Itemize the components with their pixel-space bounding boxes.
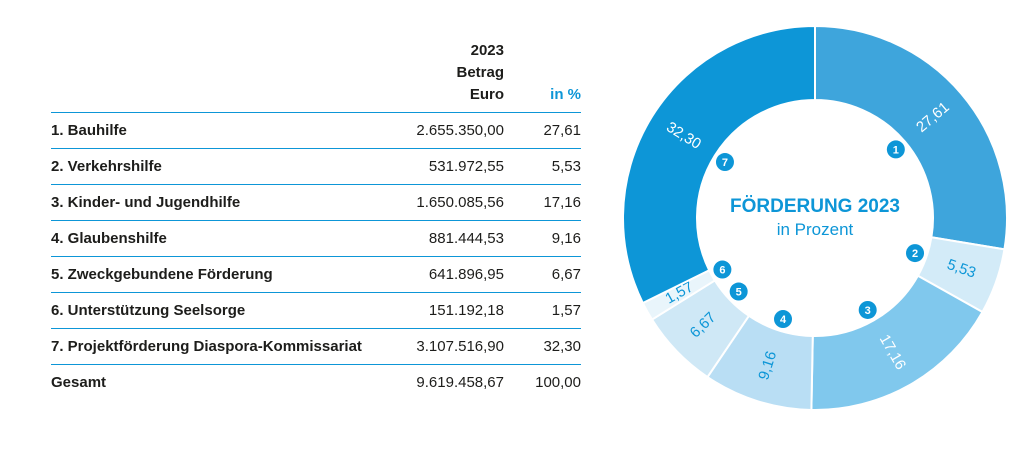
row-pct: 9,16	[504, 220, 581, 257]
slice-marker-number: 2	[912, 248, 918, 260]
slice-marker	[713, 260, 732, 279]
slice-marker	[858, 300, 877, 319]
row-pct: 5,53	[504, 148, 581, 185]
row-amount: 531.972,55	[364, 148, 504, 185]
row-label: 3. Kinder- und Jugendhilfe	[51, 184, 364, 221]
row-pct: 100,00	[504, 364, 581, 400]
row-amount: 3.107.516,90	[364, 328, 504, 365]
header-amount: 2023 Betrag Euro	[364, 40, 504, 113]
table-row: 3. Kinder- und Jugendhilfe 1.650.085,56 17…	[51, 184, 581, 221]
row-label: 2. Verkehrshilfe	[51, 148, 364, 185]
table-body: 1. Bauhilfe 2.655.350,00 27,61 2. Verkehrsh…	[51, 112, 581, 400]
table-row: 7. Projektförderung Diaspora-Kommissaria…	[51, 328, 581, 365]
header-betrag: Betrag	[456, 64, 504, 81]
table-row: 2. Verkehrshilfe 531.972,55 5,53	[51, 148, 581, 185]
slice-marker	[715, 153, 734, 172]
row-amount: 2.655.350,00	[364, 112, 504, 149]
slice-marker-number: 5	[736, 287, 742, 299]
table-total-row: Gesamt 9.619.458,67 100,00	[51, 364, 581, 400]
slice-marker-number: 1	[893, 144, 899, 156]
table-row: 5. Zweckgebundene Förderung 641.896,95 6,6…	[51, 256, 581, 293]
row-pct: 1,57	[504, 292, 581, 329]
header-euro: Euro	[469, 86, 504, 103]
row-pct: 32,30	[504, 328, 581, 365]
funding-table: 2023 Betrag Euro in % 1. Bauhilfe 2.655.3…	[51, 40, 581, 400]
table-row: 6. Unterstützung Seelsorge 151.192,18 1,57	[51, 292, 581, 329]
row-label: 7. Projektförderung Diaspora-Kommissaria…	[51, 328, 364, 365]
row-label: 6. Unterstützung Seelsorge	[51, 292, 364, 329]
slice-marker-number: 7	[722, 157, 728, 169]
row-amount: 1.650.085,56	[364, 184, 504, 221]
table-row: 4. Glaubenshilfe 881.444,53 9,16	[51, 220, 581, 257]
table-header-row: 2023 Betrag Euro in %	[51, 40, 581, 113]
row-label: Gesamt	[51, 364, 364, 400]
row-label: 1. Bauhilfe	[51, 112, 364, 149]
row-amount: 9.619.458,67	[364, 364, 504, 400]
donut-slice	[622, 24, 816, 305]
slice-marker-number: 6	[719, 265, 725, 277]
header-year: 2023	[470, 42, 504, 59]
chart-subtitle: in Prozent	[777, 220, 854, 239]
slice-marker	[906, 244, 925, 263]
row-amount: 151.192,18	[364, 292, 504, 329]
chart-title: FÖRDERUNG 2023	[730, 196, 900, 217]
slice-marker	[886, 140, 905, 159]
row-amount: 881.444,53	[364, 220, 504, 257]
header-spacer	[51, 40, 364, 113]
row-label: 5. Zweckgebundene Förderung	[51, 256, 364, 293]
slice-marker-number: 3	[865, 305, 871, 317]
donut-markers: 1 2 3 4 56 7	[713, 140, 925, 329]
row-pct: 27,61	[504, 112, 581, 149]
table-row: 1. Bauhilfe 2.655.350,00 27,61	[51, 112, 581, 149]
slice-marker-number: 4	[780, 314, 787, 326]
row-pct: 17,16	[504, 184, 581, 221]
header-pct: in %	[550, 86, 581, 103]
slice-marker	[729, 282, 748, 301]
row-pct: 6,67	[504, 256, 581, 293]
donut-slice	[814, 24, 1008, 251]
row-amount: 641.896,95	[364, 256, 504, 293]
slice-marker	[774, 310, 793, 329]
row-label: 4. Glaubenshilfe	[51, 220, 364, 257]
